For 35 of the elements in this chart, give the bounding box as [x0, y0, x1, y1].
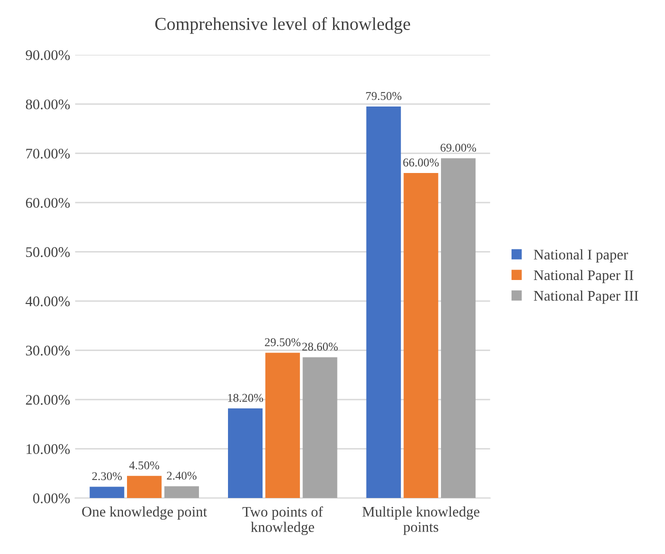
bar	[164, 486, 199, 498]
chart-title: Comprehensive level of knowledge	[155, 17, 410, 34]
data-label: 79.50%	[366, 92, 402, 100]
data-label: 2.30%	[92, 472, 122, 480]
y-tick-label: 10.00%	[26, 444, 70, 454]
bar	[404, 173, 438, 498]
bar	[90, 486, 124, 498]
data-label: 29.50%	[264, 338, 300, 346]
bar	[127, 476, 162, 498]
legend-label: National Paper III	[534, 290, 638, 304]
x-tick-label: One knowledge point	[82, 506, 207, 520]
legend-label: National I paper	[534, 249, 628, 262]
bar	[265, 352, 300, 498]
x-tick-label: Two points of knowledge	[242, 506, 324, 536]
data-label: 2.40%	[166, 472, 196, 480]
y-tick-label: 0.00%	[33, 493, 70, 504]
legend-label: National Paper II	[534, 270, 634, 284]
bar	[302, 357, 338, 498]
data-label: 18.20%	[228, 394, 264, 402]
data-label: 4.50%	[129, 461, 160, 470]
data-label: 28.60%	[302, 342, 338, 351]
y-tick-label: 60.00%	[26, 198, 70, 208]
data-label: 69.00%	[440, 144, 476, 152]
y-tick-label: 20.00%	[26, 394, 70, 405]
y-tick-label: 80.00%	[26, 99, 70, 110]
bar	[228, 408, 263, 498]
y-tick-label: 90.00%	[26, 50, 70, 60]
y-tick-label: 30.00%	[26, 346, 70, 356]
bar	[441, 158, 476, 498]
bar	[366, 106, 401, 498]
y-tick-label: 50.00%	[26, 247, 70, 258]
y-tick-label: 70.00%	[26, 148, 70, 159]
y-tick-label: 40.00%	[26, 296, 70, 306]
data-label: 66.00%	[403, 158, 439, 167]
x-tick-label: Multiple knowledge points	[362, 506, 480, 535]
